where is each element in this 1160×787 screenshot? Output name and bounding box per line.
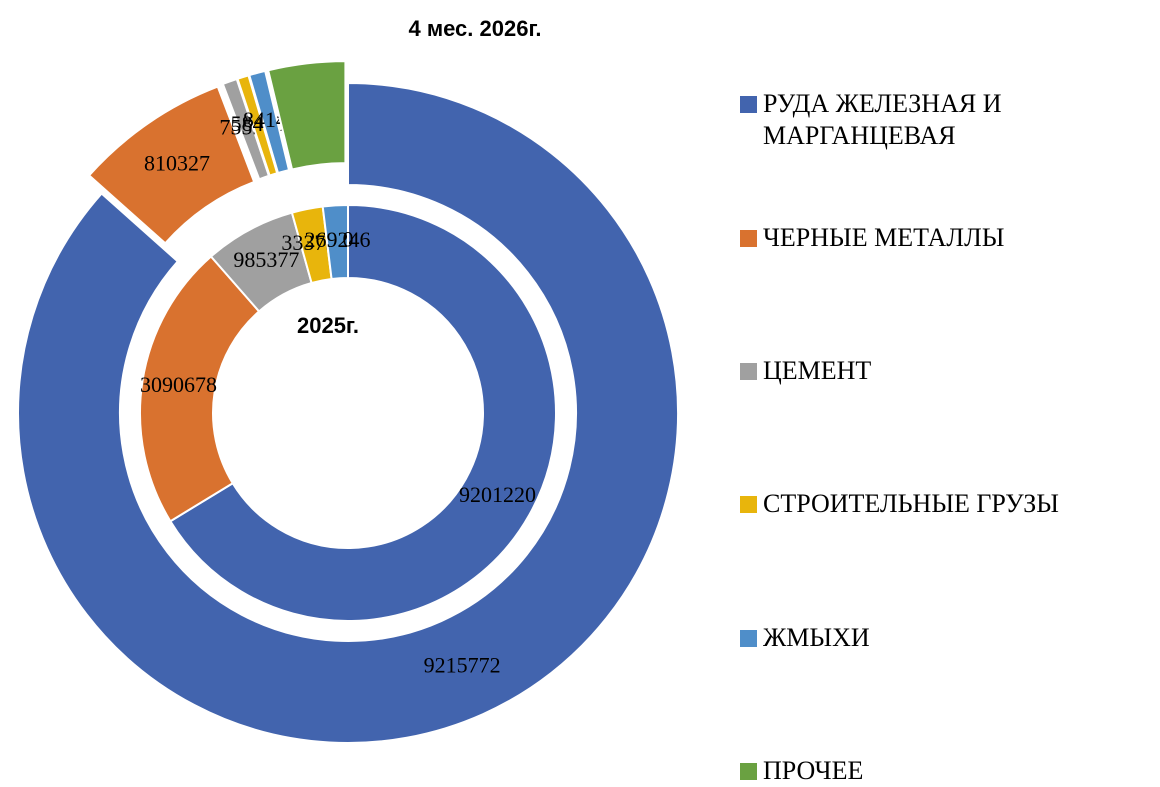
legend-swatch [740,363,757,380]
legend-label: ПРОЧЕЕ [763,756,864,785]
legend-item: СТРОИТЕЛЬНЫЕ ГРУЗЫ [740,488,1143,520]
data-label: 3090678 [140,372,217,397]
legend-swatch [740,230,757,247]
legend-item: ЖМЫХИ [740,622,1143,654]
legend-label: РУДА ЖЕЛЕЗНАЯ И МАРГАНЦЕВАЯ [763,89,1002,150]
legend-label: ЖМЫХИ [763,623,870,652]
legend-item: ЧЕРНЫЕ МЕТАЛЛЫ [740,222,1143,254]
legend-swatch [740,763,757,780]
legend-swatch [740,496,757,513]
data-label: 9215772 [424,653,501,678]
legend-item: ПРОЧЕЕ [740,755,1143,787]
legend-label: ЧЕРНЫЕ МЕТАЛЛЫ [763,223,1005,252]
slice [87,85,256,245]
data-label: 985377 [233,247,299,272]
data-label: 9201220 [459,482,536,507]
slice [248,69,291,175]
legend-item: РУДА ЖЕЛЕЗНАЯ И МАРГАНЦЕВАЯ [740,88,1143,152]
slice [169,203,557,622]
legend-swatch [740,630,757,647]
slice [17,81,679,744]
slice [267,60,347,171]
legend-label: СТРОИТЕЛЬНЫЕ ГРУЗЫ [763,489,1059,518]
ring-title: 4 мес. 2026г. [408,16,541,41]
legend-label: ЦЕМЕНТ [763,356,872,385]
data-label: 269246 [305,227,371,252]
legend-swatch [740,96,757,113]
data-label: 0 [343,227,354,252]
donut-chart: 9201220309067898537733375626924609215772… [17,16,679,744]
legend-item: ЦЕМЕНТ [740,355,1143,387]
slice [139,255,261,523]
data-label: 810327 [144,150,210,175]
ring-title: 2025г. [297,313,359,338]
